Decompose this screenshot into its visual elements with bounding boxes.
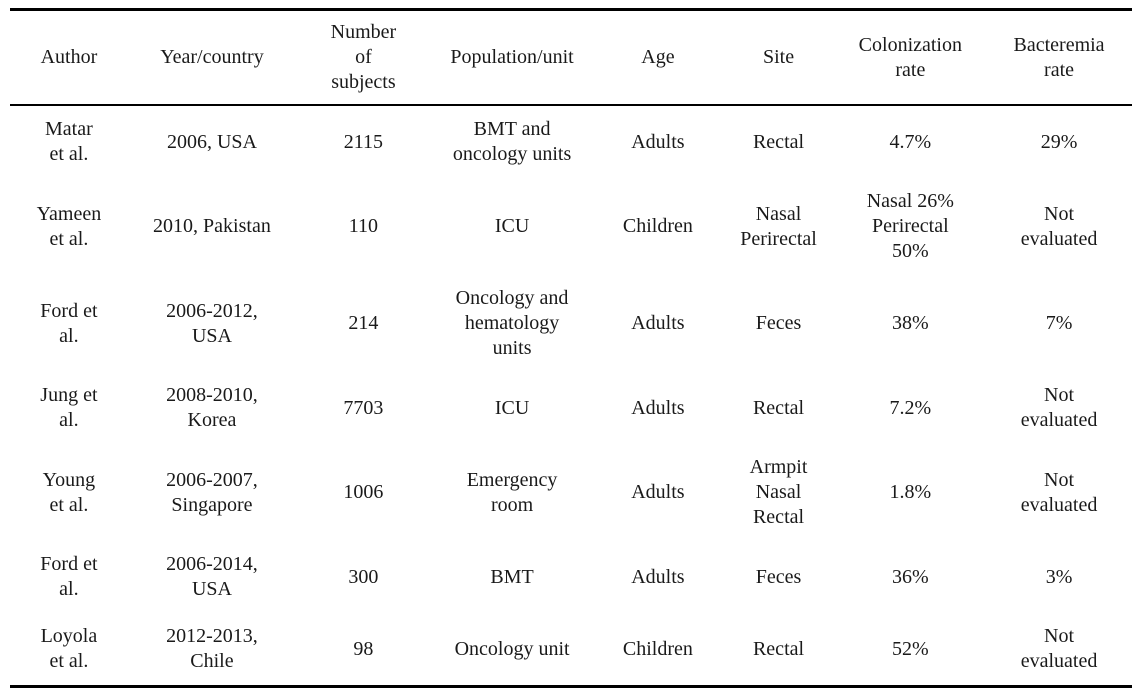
- cell-site: Feces: [755, 312, 802, 334]
- cell-number-of-subjects: 2115: [343, 130, 384, 153]
- cell-colonization-rate: 38%: [892, 312, 929, 334]
- table-row: Loyola et al. 2012-2013, Chile 98 Oncolo…: [10, 613, 1132, 687]
- cell-site: Rectal: [752, 396, 805, 419]
- cell-number-of-subjects: 214: [348, 312, 379, 334]
- cell-population-unit: ICU: [494, 396, 530, 419]
- cell-author: Young et al.: [42, 468, 96, 516]
- cell-population-unit: ICU: [494, 215, 530, 237]
- cell-bacteremia-rate: Not evaluated: [1020, 202, 1098, 250]
- table-row: Jung et al. 2008-2010, Korea 7703 ICU Ad…: [10, 372, 1132, 444]
- cell-author: Yameen et al.: [36, 202, 102, 250]
- cell-population-unit: BMT: [490, 565, 534, 588]
- cell-population-unit: Oncology unit: [454, 637, 570, 660]
- cell-year-country: 2006, USA: [166, 130, 257, 153]
- column-header-colonization-rate: Colonization rate: [834, 9, 987, 106]
- table-row: Matar et al. 2006, USA 2115 BMT and onco…: [10, 105, 1132, 178]
- table-row: Yameen et al. 2010, Pakistan 110 ICU Chi…: [10, 178, 1132, 275]
- cell-bacteremia-rate: 3%: [1045, 565, 1073, 588]
- column-header-number-of-subjects: Number of subjects: [296, 9, 431, 106]
- cell-bacteremia-rate: Not evaluated: [1020, 468, 1098, 516]
- column-header-population-unit: Population/unit: [430, 9, 594, 106]
- cell-site: Armpit Nasal Rectal: [749, 456, 808, 528]
- cell-site: Nasal Perirectal: [740, 202, 817, 250]
- column-header-age: Age: [593, 9, 723, 106]
- cell-population-unit: BMT and oncology units: [452, 118, 572, 165]
- cell-age: Adults: [631, 481, 685, 503]
- header-row: Author Year/country Number of subjects P…: [10, 9, 1132, 106]
- cell-year-country: 2008-2010, Korea: [166, 384, 258, 431]
- cell-age: Adults: [631, 312, 685, 334]
- cell-age: Adults: [631, 396, 685, 419]
- cell-site: Rectal: [752, 130, 805, 153]
- cell-age: Children: [622, 637, 693, 660]
- table-row: Ford et al. 2006-2012, USA 214 Oncology …: [10, 275, 1132, 372]
- cell-population-unit: Emergency room: [466, 468, 558, 516]
- table-row: Ford et al. 2006-2014, USA 300 BMT Adult…: [10, 541, 1132, 613]
- study-table: Author Year/country Number of subjects P…: [10, 8, 1132, 688]
- cell-author: Ford et al.: [40, 299, 98, 347]
- cell-site: Feces: [755, 565, 802, 588]
- cell-bacteremia-rate: 29%: [1040, 130, 1078, 153]
- cell-year-country: 2006-2007, Singapore: [166, 468, 258, 516]
- cell-author: Matar et al.: [45, 118, 93, 165]
- cell-colonization-rate: 36%: [892, 565, 929, 588]
- cell-site: Rectal: [752, 637, 805, 660]
- column-header-year-country: Year/country: [127, 9, 297, 106]
- table-row: Young et al. 2006-2007, Singapore 1006 E…: [10, 444, 1132, 541]
- cell-number-of-subjects: 98: [353, 637, 374, 660]
- cell-year-country: 2010, Pakistan: [153, 215, 271, 237]
- cell-number-of-subjects: 7703: [343, 396, 384, 419]
- cell-number-of-subjects: 110: [348, 215, 379, 237]
- cell-number-of-subjects: 1006: [343, 481, 384, 503]
- cell-bacteremia-rate: Not evaluated: [1020, 384, 1098, 431]
- cell-author: Jung et al.: [40, 384, 98, 431]
- cell-bacteremia-rate: 7%: [1045, 312, 1073, 334]
- cell-bacteremia-rate: Not evaluated: [1020, 625, 1098, 672]
- column-header-bacteremia-rate: Bacteremia rate: [986, 9, 1132, 106]
- cell-author: Loyola et al.: [40, 625, 98, 672]
- column-header-author: Author: [10, 9, 128, 106]
- cell-year-country: 2006-2014, USA: [166, 553, 258, 600]
- cell-population-unit: Oncology and hematology units: [455, 287, 569, 359]
- cell-colonization-rate: 52%: [892, 637, 929, 660]
- cell-colonization-rate: Nasal 26% Perirectal 50%: [866, 190, 954, 262]
- cell-colonization-rate: 1.8%: [889, 481, 932, 503]
- cell-year-country: 2006-2012, USA: [166, 299, 258, 347]
- cell-age: Adults: [631, 130, 685, 153]
- cell-number-of-subjects: 300: [348, 565, 379, 588]
- cell-colonization-rate: 7.2%: [889, 396, 932, 419]
- cell-age: Children: [622, 215, 693, 237]
- cell-year-country: 2012-2013, Chile: [166, 625, 258, 672]
- cell-colonization-rate: 4.7%: [889, 130, 932, 153]
- cell-age: Adults: [631, 565, 685, 588]
- column-header-site: Site: [722, 9, 835, 106]
- cell-author: Ford et al.: [40, 553, 98, 600]
